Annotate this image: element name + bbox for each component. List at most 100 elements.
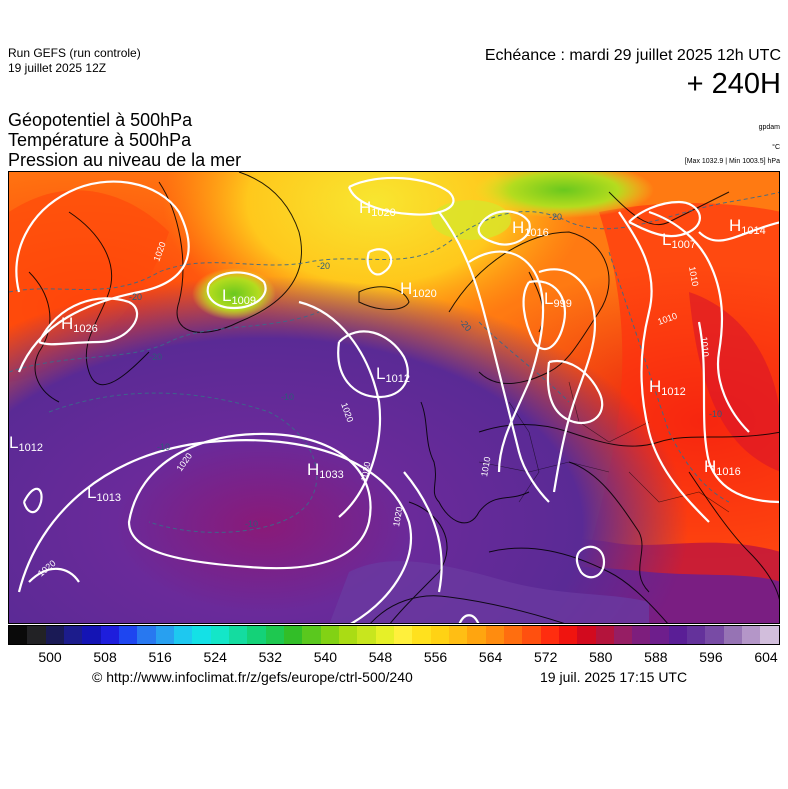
color-swatch xyxy=(540,626,559,644)
color-swatch xyxy=(82,626,101,644)
color-swatch xyxy=(228,626,248,644)
pressure-center: H1033 xyxy=(307,460,344,481)
title-temperature: Température à 500hPa xyxy=(8,130,192,150)
weather-map-svg: H1026 L1009 H1020 H1016 L1007 H1014 H102… xyxy=(9,172,779,623)
color-scale-tick: 588 xyxy=(644,649,668,665)
generated-time: 19 juil. 2025 17:15 UTC xyxy=(540,669,688,685)
title-geopotential: Géopotentiel à 500hPa xyxy=(8,110,193,130)
color-swatch xyxy=(375,626,394,644)
pressure-center: H1012 xyxy=(649,377,686,398)
color-scale xyxy=(8,625,780,645)
color-swatch xyxy=(412,626,431,644)
isotherm-label: -10 xyxy=(245,519,258,529)
color-scale-tick: 532 xyxy=(258,649,282,665)
color-swatch xyxy=(192,626,211,644)
isobar-label: 1020 xyxy=(391,506,404,527)
pressure-center: L1007 xyxy=(662,230,696,251)
pressure-center: L1013 xyxy=(87,483,121,504)
unit-geopotential: gpdam xyxy=(758,124,780,131)
color-swatch xyxy=(687,626,706,644)
pressure-center: L1012 xyxy=(9,433,43,454)
color-swatch xyxy=(503,626,523,644)
color-swatch xyxy=(723,626,743,644)
color-swatch xyxy=(577,626,596,644)
color-swatch xyxy=(357,626,376,644)
title-pressure: Pression au niveau de la mer xyxy=(8,150,242,170)
isobar-label: 1010 xyxy=(687,266,700,287)
isotherm-label: -20 xyxy=(129,292,142,302)
color-scale-tick: 556 xyxy=(423,649,448,665)
pressure-center: L999 xyxy=(544,289,572,310)
pressure-center: H1016 xyxy=(704,457,741,478)
isobars xyxy=(15,176,779,623)
color-swatch xyxy=(467,626,486,644)
color-swatch xyxy=(173,626,193,644)
color-swatch xyxy=(705,626,724,644)
color-swatch xyxy=(650,626,669,644)
isotherm-label: -20 xyxy=(549,212,562,222)
color-scale-tick: 516 xyxy=(148,649,172,665)
color-swatch xyxy=(632,626,651,644)
color-swatch xyxy=(45,626,64,644)
color-swatch xyxy=(668,626,688,644)
run-label: Run GEFS (run controle) xyxy=(8,46,141,60)
color-scale-tick: 604 xyxy=(754,649,778,665)
color-scale-tick: 508 xyxy=(93,649,117,665)
isotherm-label: -20 xyxy=(317,261,330,271)
color-swatch xyxy=(742,626,761,644)
color-swatch xyxy=(338,626,358,644)
isotherm-label: -10 xyxy=(157,442,170,452)
color-swatch xyxy=(155,626,174,644)
color-swatch xyxy=(760,626,779,644)
color-swatch xyxy=(595,626,614,644)
color-scale-tick: 564 xyxy=(478,649,503,665)
color-swatch xyxy=(27,626,46,644)
pressure-center: H1020 xyxy=(359,198,396,219)
color-scale-tick: 524 xyxy=(203,649,227,665)
isotherm-labels: -20 -20 -20 -20 -20 -10 -10 -10 -10 xyxy=(129,212,722,529)
pressure-center: L1009 xyxy=(222,286,256,307)
pressure-center: H1026 xyxy=(61,314,98,335)
color-swatch xyxy=(613,626,633,644)
pressure-centers: H1026 L1009 H1020 H1016 L1007 H1014 H102… xyxy=(9,198,766,504)
isotherm-label: -10 xyxy=(281,392,294,402)
isotherm-label: -10 xyxy=(709,409,722,419)
color-swatch xyxy=(522,626,541,644)
pressure-center: H1014 xyxy=(729,216,766,237)
unit-pressure-range: [Max 1032.9 | Min 1003.5] hPa xyxy=(684,158,780,165)
pressure-center: H1016 xyxy=(512,218,549,239)
source-credit: © http://www.infoclimat.fr/z/gefs/europe… xyxy=(92,669,413,685)
color-swatch xyxy=(302,626,321,644)
color-swatch xyxy=(283,626,303,644)
isobar-label: 1030 xyxy=(359,461,372,482)
color-swatch xyxy=(100,626,119,644)
color-scale-tick: 596 xyxy=(699,649,723,665)
pressure-center: L1012 xyxy=(376,364,410,385)
color-swatch xyxy=(448,626,468,644)
valid-time: Echéance : mardi 29 juillet 2025 12h UTC xyxy=(484,47,781,64)
color-swatch xyxy=(558,626,578,644)
weather-map: H1026 L1009 H1020 H1016 L1007 H1014 H102… xyxy=(8,171,780,624)
isobar-label: 1010 xyxy=(479,456,492,477)
isotherm-label: -20 xyxy=(149,352,162,362)
color-scale-tick: 500 xyxy=(38,649,62,665)
color-swatch xyxy=(393,626,413,644)
color-swatch xyxy=(485,626,504,644)
color-swatch xyxy=(430,626,449,644)
isobar-label: 1010 xyxy=(699,336,711,357)
color-swatch xyxy=(265,626,284,644)
lead-time: + 240H xyxy=(686,68,781,100)
color-swatch xyxy=(118,626,138,644)
color-scale-tick: 540 xyxy=(313,649,338,665)
color-scale-tick: 572 xyxy=(534,649,558,665)
run-date: 19 juillet 2025 12Z xyxy=(8,61,107,75)
color-swatch xyxy=(210,626,229,644)
unit-temperature: °C xyxy=(772,144,780,151)
color-swatch xyxy=(63,626,83,644)
color-scale-tick: 548 xyxy=(368,649,393,665)
color-scale-tick: 580 xyxy=(589,649,613,665)
color-swatch xyxy=(247,626,266,644)
pressure-center: H1020 xyxy=(400,279,437,300)
color-swatch xyxy=(320,626,339,644)
color-swatch xyxy=(9,626,28,644)
